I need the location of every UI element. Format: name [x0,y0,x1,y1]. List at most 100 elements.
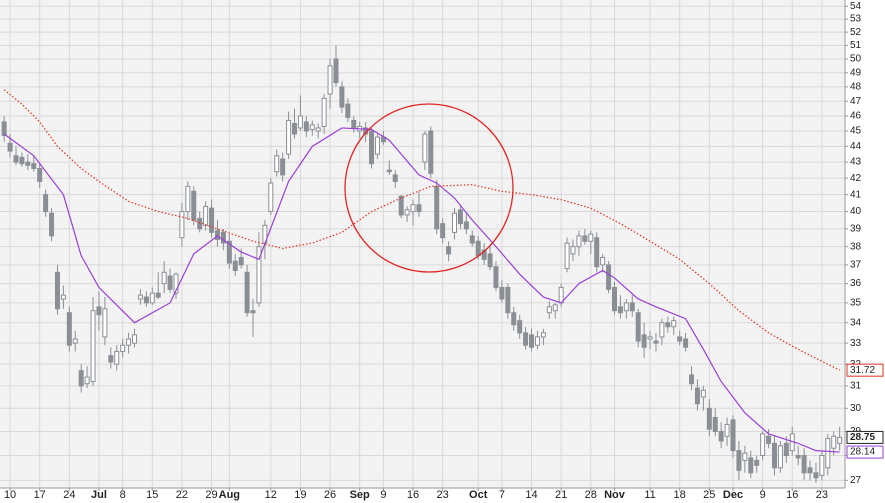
candle-body [392,174,398,182]
candle-body [629,302,635,312]
candle-body [807,467,813,474]
candle-body [60,294,66,300]
candle-body [31,163,37,169]
candle-body [736,450,742,471]
candle-body [37,167,43,182]
candle-body [819,454,825,476]
candle-body [25,161,31,166]
value-box [846,445,884,459]
candle-body [505,286,511,314]
candle-body [72,338,78,344]
y-tick-label: 40 [850,206,862,217]
x-tick-label: 7 [499,489,505,501]
candle-body [7,142,13,152]
x-tick-label: 26 [324,489,336,501]
y-tick-label: 43 [850,157,862,168]
candle-body [398,195,404,216]
candle-body [78,370,84,387]
x-tick-label: 25 [703,489,715,501]
candle-body [274,155,280,173]
candle-body [167,275,173,290]
x-tick-label: 21 [555,489,567,501]
candle-body [404,209,410,216]
candle-body [665,322,671,328]
candle-body [315,127,321,132]
candle-body [185,185,191,213]
candle-body [309,124,315,130]
y-tick-label: 33 [850,338,862,349]
x-tick-label: 24 [63,489,75,501]
candle-body [173,273,179,294]
candle-body [13,155,19,163]
candle-body [191,190,197,221]
candle-body [529,334,535,348]
candle-body [712,416,718,432]
value-box-label: 28.75 [850,432,875,443]
x-tick-label: 23 [437,489,449,501]
candle-body [339,86,345,108]
x-tick-label: 22 [176,489,188,501]
candle-body [611,286,617,312]
candle-body [244,271,250,314]
candle-body [369,130,375,165]
labels: 2728293031323334353637383940414243444546… [4,1,884,501]
candle-body [671,320,677,328]
candle-body [825,438,831,469]
candle-body [232,260,238,271]
candle-body [783,442,789,456]
candle-body [683,338,689,348]
candle-body [487,253,493,268]
x-tick-label: 29 [205,489,217,501]
candle-body [374,136,380,155]
candle-body [706,407,712,430]
grid [0,0,848,491]
x-tick-label: Sep [350,489,370,501]
candle-body [137,294,143,300]
value-box [846,430,884,444]
candle-body [155,292,161,298]
x-tick-label: 17 [34,489,46,501]
candle-body [286,119,292,155]
candle-body [220,231,226,244]
candle-body [209,207,215,233]
candle-body [523,332,529,346]
candle-body [617,306,623,314]
x-tick-label: 9 [760,489,766,501]
value-box-label: 31.72 [850,365,875,376]
candle-body [457,209,463,225]
plot-background [0,0,845,488]
candle-body [469,235,475,244]
x-tick-label: 23 [816,489,828,501]
candle-body [96,306,102,316]
candle-body [771,442,777,469]
candle-body [161,271,167,285]
x-tick-label: 11 [644,489,655,501]
candle-body [321,97,327,127]
candle-body [102,308,108,338]
y-tick-label: 36 [850,278,862,289]
candle-body [801,454,807,474]
candle-body [256,246,262,304]
candle-body [694,387,700,405]
x-tick-label: 8 [120,489,126,501]
candle-body [114,350,120,365]
candle-body [582,235,588,242]
y-tick-label: 27 [850,475,862,486]
x-tick-label: 15 [146,489,158,501]
candle-body [576,235,582,248]
candle-body [446,246,452,255]
candle-body [813,472,819,479]
x-tick-label: 16 [407,489,419,501]
candle-body [126,338,132,346]
candle-body [19,156,25,165]
candle-body [689,374,695,385]
highlight-circle [344,103,514,273]
candle-body [600,257,606,266]
candle-body [422,133,428,163]
y-tick-label: 54 [850,1,862,12]
candle-body [700,389,706,398]
y-tick-label: 46 [850,111,862,122]
candle-body [120,344,126,352]
candle-body [754,459,760,466]
value-box-label: 28.14 [850,447,875,458]
